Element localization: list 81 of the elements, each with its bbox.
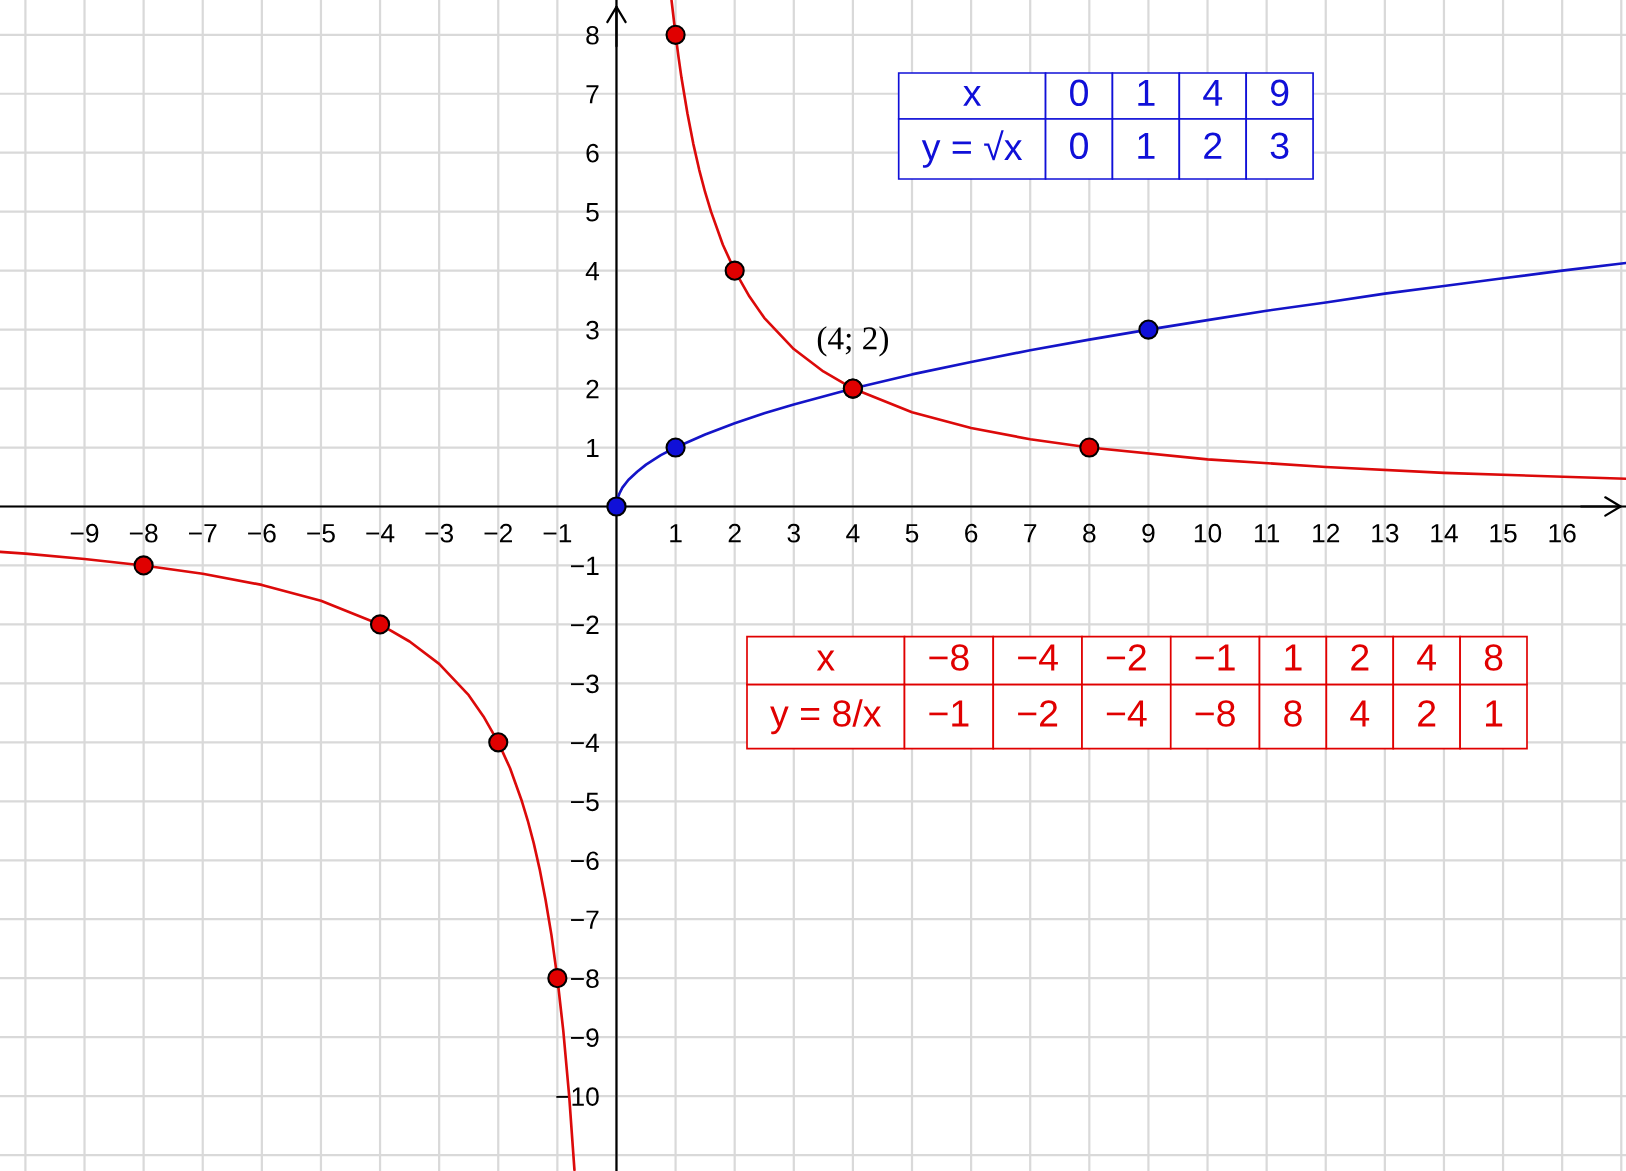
annotation: 8 — [1484, 644, 1503, 671]
y-tick-label: −2 — [571, 615, 599, 634]
x-tick-label: 3 — [787, 523, 800, 543]
y-tick-label: −3 — [571, 674, 599, 694]
y-tick-label: 8 — [586, 25, 599, 45]
y-tick-label: 2 — [586, 379, 599, 399]
x-tick-label: −9 — [70, 523, 99, 543]
point — [665, 437, 686, 458]
x-tick-label: −2 — [484, 523, 512, 543]
annotation: x — [963, 85, 982, 106]
annotation: y = 8/x — [770, 699, 882, 735]
y-tick-label: 6 — [586, 143, 599, 163]
annotation: 3 — [1270, 132, 1289, 160]
point — [547, 968, 568, 989]
x-tick-label: −3 — [425, 523, 454, 543]
annotation: 0 — [1070, 132, 1088, 160]
x-tick-label: −7 — [188, 524, 217, 543]
annotation: 8 — [1284, 700, 1302, 727]
annotation: 4 — [1417, 644, 1437, 671]
x-tick-label: −8 — [129, 523, 158, 543]
x-tick-label: 10 — [1194, 523, 1222, 543]
x-tick-label: 1 — [670, 524, 682, 543]
point — [1079, 437, 1100, 458]
x-tick-label: 5 — [905, 524, 919, 543]
annotation: (4; 2) — [817, 326, 888, 357]
annotation: 4 — [1203, 79, 1223, 106]
x-tick-label: 6 — [965, 523, 978, 543]
point — [1138, 319, 1159, 340]
annotation: −8 — [929, 644, 969, 671]
y-tick-label: −9 — [571, 1028, 599, 1047]
point — [606, 496, 627, 517]
x-tick-label: 12 — [1313, 523, 1340, 543]
y-tick-label: −6 — [571, 851, 599, 871]
x-tick-label: 9 — [1142, 523, 1155, 543]
x-tick-label: 2 — [728, 523, 741, 543]
x-tick-label: 13 — [1372, 523, 1399, 543]
y-tick-label: 1 — [587, 438, 599, 458]
x-tick-label: 16 — [1549, 523, 1576, 543]
annotation: 1 — [1138, 132, 1155, 159]
x-tick-label: −6 — [248, 523, 276, 543]
x-tick-label: 11 — [1254, 524, 1280, 543]
x-tick-label: −1 — [543, 524, 572, 543]
annotation: 1 — [1486, 700, 1503, 727]
x-tick-label: 15 — [1490, 524, 1517, 543]
y-tick-label: 4 — [585, 262, 600, 281]
y-tick-label: −1 — [571, 556, 599, 576]
x-tick-label: 14 — [1431, 524, 1458, 543]
annotation: −1 — [1195, 644, 1235, 671]
annotation: −4 — [1106, 700, 1147, 727]
annotation: 1 — [1285, 644, 1302, 671]
x-tick-label: 4 — [846, 524, 860, 543]
x-tick-label: −4 — [366, 524, 395, 543]
annotation: 2 — [1351, 644, 1369, 671]
annotation: x — [816, 650, 835, 671]
y-tick-label: 3 — [586, 320, 599, 340]
point — [724, 260, 745, 281]
y-tick-label: −8 — [571, 969, 599, 989]
y-tick-label: −7 — [571, 910, 599, 929]
annotation: −2 — [1106, 644, 1146, 671]
annotation: −4 — [1018, 644, 1058, 671]
y-tick-label: −5 — [571, 792, 599, 812]
y-tick-label: 5 — [586, 203, 599, 222]
annotation: 4 — [1350, 700, 1370, 727]
annotation: 2 — [1204, 132, 1222, 159]
x-tick-label: −5 — [307, 524, 335, 543]
y-tick-label: 7 — [586, 85, 599, 104]
annotation: 1 — [1138, 79, 1155, 106]
point — [369, 614, 391, 635]
annotation: −8 — [1195, 700, 1235, 727]
point — [133, 555, 154, 576]
annotation: 9 — [1270, 79, 1289, 107]
annotation: −2 — [1018, 700, 1058, 727]
annotation: 2 — [1418, 700, 1436, 727]
annotation: −1 — [929, 700, 969, 727]
point — [665, 24, 686, 45]
annotation: 0 — [1070, 79, 1088, 107]
x-tick-label: 8 — [1083, 523, 1096, 543]
point — [488, 732, 509, 753]
y-tick-label: −4 — [571, 733, 600, 752]
x-tick-label: 7 — [1024, 524, 1037, 543]
annotation: y = √x — [921, 130, 1023, 168]
